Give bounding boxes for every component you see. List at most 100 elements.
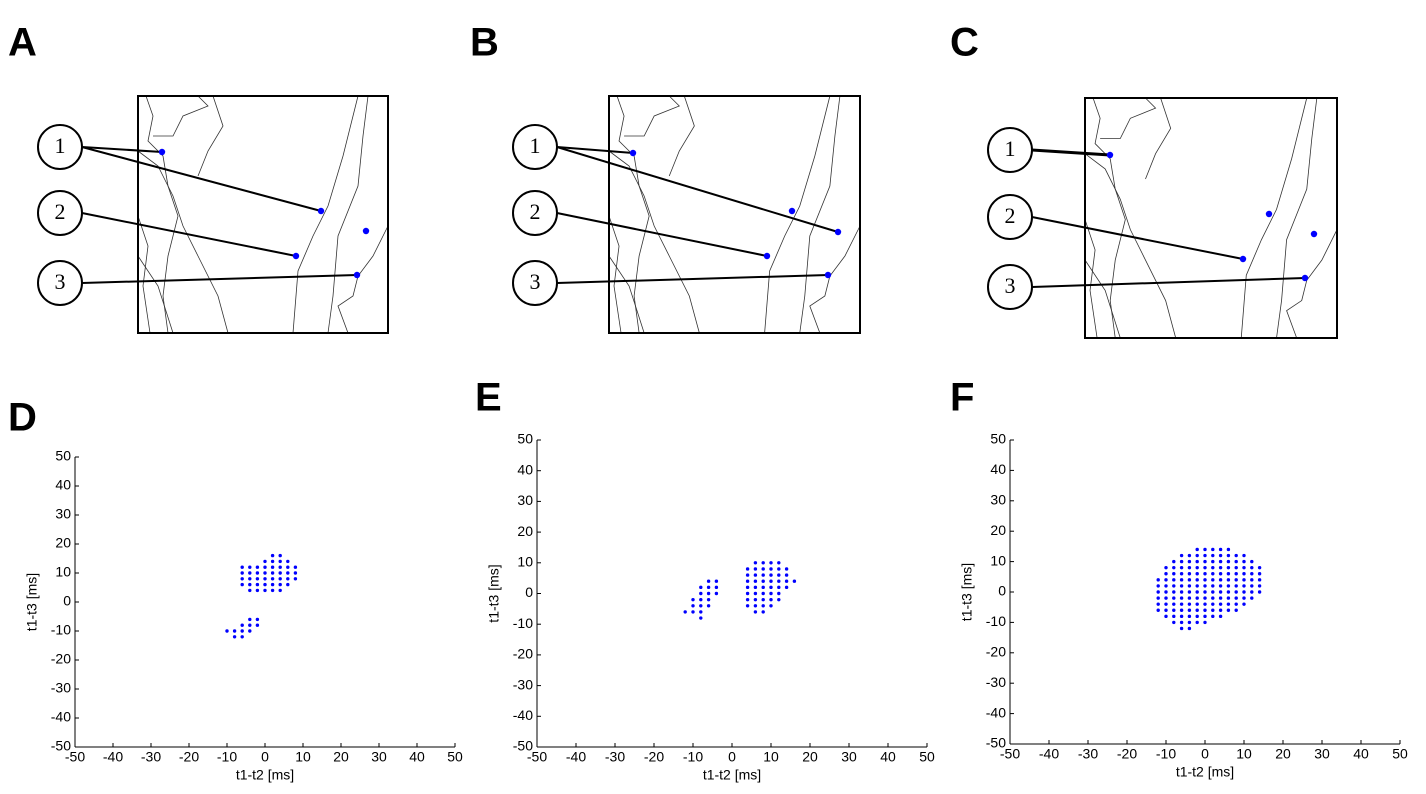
point [1195, 565, 1199, 570]
point [1203, 590, 1207, 594]
point [1156, 578, 1160, 582]
point [1218, 572, 1223, 576]
electrode-link [81, 274, 358, 284]
point [278, 588, 282, 593]
point [714, 579, 719, 583]
point [1242, 553, 1246, 558]
electrode-label: 3 [55, 269, 66, 294]
point [706, 585, 711, 590]
point [753, 567, 758, 571]
point [1226, 590, 1231, 594]
point [745, 591, 750, 596]
electrode-badge [37, 260, 83, 306]
point [1234, 565, 1238, 570]
contour [1276, 97, 1318, 339]
point [761, 591, 765, 596]
y-axis-label: t1-t3 [ms] [486, 564, 502, 622]
point [1250, 596, 1254, 600]
point [286, 577, 290, 581]
point [255, 623, 260, 627]
y-tick-label: 30 [55, 506, 71, 522]
point [777, 591, 781, 596]
contour [1100, 97, 1157, 139]
y-tick-label: -10 [51, 622, 71, 638]
point [1164, 565, 1168, 570]
point [1211, 608, 1215, 612]
point [263, 577, 267, 581]
point [1211, 602, 1215, 606]
point [1226, 553, 1231, 558]
x-tick-label: 10 [763, 749, 779, 765]
y-tick-label: -20 [51, 651, 71, 667]
electrode-link [81, 212, 297, 257]
electrode-label: 2 [1005, 203, 1016, 228]
point [1187, 559, 1192, 564]
point [1257, 565, 1262, 570]
contour [764, 95, 831, 334]
point [699, 616, 703, 620]
point [699, 585, 703, 590]
point [1172, 596, 1176, 600]
point [278, 565, 282, 569]
point [293, 577, 298, 581]
point [1218, 547, 1223, 552]
y-tick-label: 50 [55, 448, 71, 464]
point [1179, 584, 1184, 588]
x-tick-label: -50 [65, 749, 85, 765]
point [1242, 565, 1246, 570]
panel-letter: E [475, 376, 502, 420]
point [1164, 578, 1168, 582]
point [714, 585, 719, 590]
electrode-label: 2 [530, 199, 541, 224]
point [1211, 584, 1215, 588]
point [1156, 584, 1160, 588]
map-frame [137, 95, 389, 334]
point [1179, 596, 1184, 600]
x-axis-label: t1-t2 [ms] [1176, 764, 1234, 780]
point [1242, 559, 1246, 564]
point [1179, 626, 1184, 631]
point [1179, 590, 1184, 594]
electrode-badge [512, 124, 558, 170]
point [753, 591, 758, 596]
point [745, 604, 750, 608]
electrode-link [556, 146, 839, 233]
electrode [824, 271, 832, 279]
contour [337, 225, 389, 334]
point [1179, 620, 1184, 625]
x-tick-label: -10 [683, 749, 703, 765]
y-tick-label: 20 [517, 523, 533, 539]
point [1187, 608, 1192, 612]
point [706, 591, 711, 596]
point [270, 565, 275, 569]
point [1218, 608, 1223, 612]
point [1195, 547, 1199, 552]
y-tick-label: 50 [990, 431, 1006, 447]
y-tick-label: 50 [517, 431, 533, 447]
point [784, 585, 789, 590]
point [1234, 590, 1238, 594]
point [240, 565, 244, 569]
point [1211, 559, 1215, 564]
point [1234, 608, 1238, 612]
y-tick-label: 40 [517, 461, 533, 477]
point [248, 577, 252, 581]
point [255, 565, 260, 569]
point [691, 597, 695, 602]
point [1203, 565, 1207, 570]
point [278, 582, 282, 587]
x-tick-label: -40 [103, 749, 123, 765]
point [240, 582, 244, 587]
point [1211, 547, 1215, 552]
point [1172, 572, 1176, 576]
x-tick-label: 10 [1236, 746, 1252, 762]
x-tick-label: -20 [179, 749, 199, 765]
point [1250, 578, 1254, 582]
point [1250, 559, 1254, 564]
point [761, 567, 765, 571]
electrode-link [1031, 148, 1111, 157]
point [1187, 590, 1192, 594]
point [263, 588, 267, 593]
point [248, 571, 252, 575]
